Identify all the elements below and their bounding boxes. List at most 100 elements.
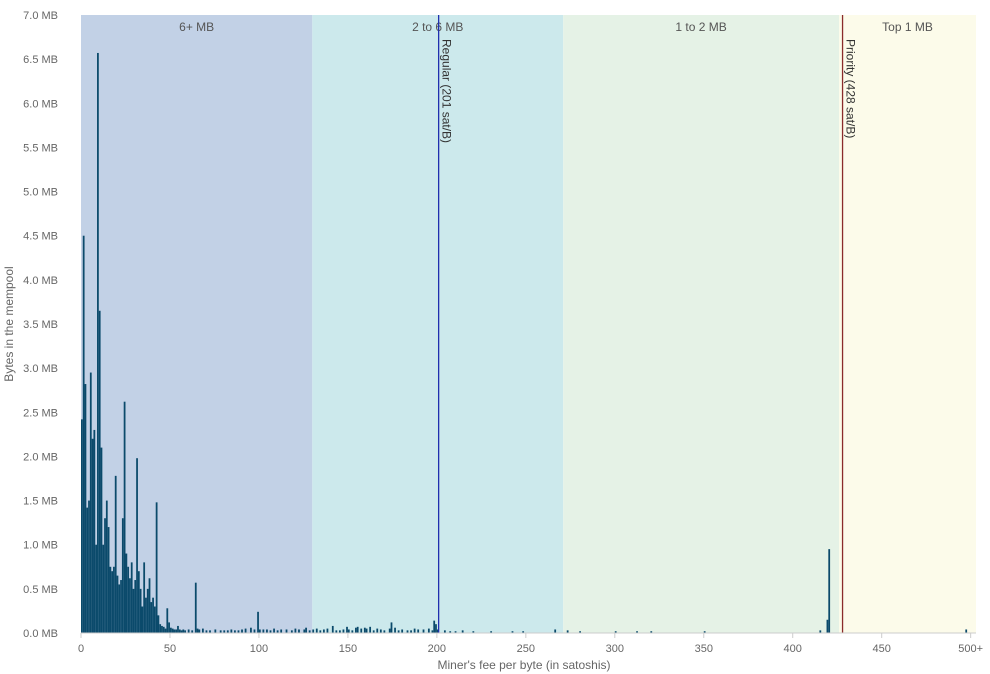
bar [113,566,115,633]
bar [250,627,252,633]
bar [388,628,391,633]
bar [290,630,293,633]
bar [121,518,124,633]
bar [276,630,279,633]
bar [253,629,256,633]
bar [137,571,140,633]
bar [105,500,108,633]
bar [82,235,85,633]
x-tick-label: 250 [517,643,535,655]
ref-label-1: Priority (428 sat/B) [844,39,858,138]
bar [410,630,412,633]
bar [104,518,106,633]
bar [449,631,452,633]
bar [209,630,211,633]
bar [198,629,201,633]
y-tick-label: 4.5 MB [23,231,58,243]
bar [130,562,133,633]
y-axis-ticks: 0.0 MB 0.5 MB 1.0 MB 1.5 MB 2.0 MB 2.5 MB 3.0 … [23,10,58,640]
y-tick-label: 7.0 MB [23,10,58,22]
y-tick-label: 5.0 MB [23,187,58,199]
bar [134,580,137,633]
bar [650,631,653,633]
bar [394,627,396,633]
bar [397,630,400,633]
bar [363,627,366,633]
bar [214,629,217,633]
bar [153,606,156,633]
y-axis-title: Bytes in the mempool [2,266,16,381]
y-tick-label: 6.0 MB [23,98,58,110]
bar [360,628,363,633]
bar [511,631,514,633]
bar [372,630,375,633]
bar [315,628,318,633]
bar [178,629,181,633]
bar [322,629,325,633]
bar [125,553,128,633]
x-axis-title: Miner's fee per byte (in satoshis) [437,658,610,672]
bar [308,630,311,633]
bar [109,566,112,633]
bar [168,622,170,633]
bar [298,629,300,633]
bar [285,629,288,633]
y-tick-label: 2.5 MB [23,407,58,419]
bar [91,438,94,633]
bar [129,578,131,633]
bar [173,629,176,633]
bar [636,631,638,633]
bar [191,630,194,633]
x-tick-label: 50 [164,643,176,655]
bar [162,626,165,633]
bar [614,631,617,633]
bar [89,372,92,633]
y-tick-label: 6.5 MB [23,54,58,66]
bar [262,629,265,633]
bar [201,628,204,633]
reference-lines: Regular (201 sat/B) Priority (428 sat/B) [437,15,858,633]
bar [269,630,272,633]
bar [331,625,334,633]
bar [490,631,493,633]
bar [180,630,183,633]
bar [102,544,105,633]
bar [431,630,434,633]
bar [406,630,409,633]
bar [84,384,87,633]
bar [141,606,144,633]
bar [81,419,83,633]
bar [161,625,163,633]
y-tick-label: 3.5 MB [23,319,58,331]
bar [226,630,229,633]
y-tick-label: 3.0 MB [23,363,58,375]
bar [100,447,103,633]
bar [107,527,110,633]
x-axis-ticks: 0 50 100 150 200 250 300 350 400 450 500+ [78,633,983,655]
bar [819,630,822,633]
bar [427,628,430,633]
bar [383,630,386,633]
x-tick-label: 500+ [958,643,983,655]
x-tick-label: 450 [873,643,891,655]
x-tick-label: 350 [695,643,713,655]
bar [182,629,185,633]
bar [312,629,315,633]
bar [401,629,404,633]
bar [98,310,101,633]
bar [150,602,153,633]
bar [413,628,416,633]
bar [266,629,268,633]
bar [433,620,436,633]
bar [132,588,135,633]
bar [303,629,306,633]
bar [123,401,126,633]
ref-label-0: Regular (201 sat/B) [440,39,454,143]
bar [351,630,354,633]
bar [93,429,96,633]
y-tick-label: 2.0 MB [23,451,58,463]
y-tick-label: 5.5 MB [23,142,58,154]
x-tick-label: 200 [428,643,446,655]
band-label-1: 2 to 6 MB [412,20,463,34]
